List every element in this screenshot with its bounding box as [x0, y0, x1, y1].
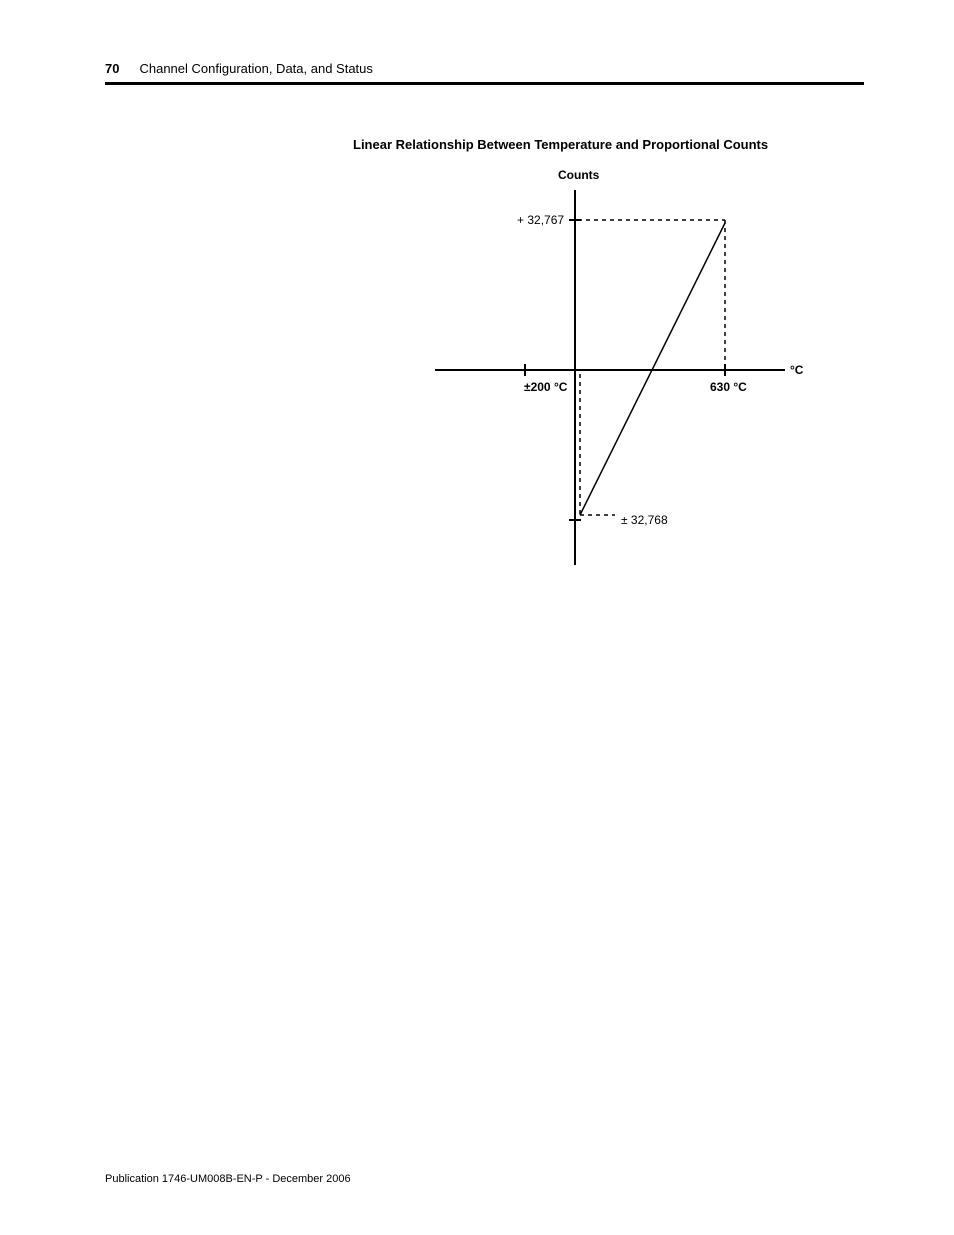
page-number: 70 — [105, 61, 119, 76]
page-header: 70 Channel Configuration, Data, and Stat… — [105, 61, 864, 85]
x-max-label: 630 °C — [710, 380, 747, 394]
y-axis-label: Counts — [558, 168, 599, 182]
chart-svg — [420, 170, 810, 565]
x-min-label: ±200 °C — [524, 380, 567, 394]
chart-container: Counts °C + 32,767 ± 32,768 ±200 °C 630 … — [420, 170, 810, 565]
figure-title: Linear Relationship Between Temperature … — [353, 137, 768, 152]
publication-footer: Publication 1746-UM008B-EN-P - December … — [105, 1173, 351, 1185]
y-max-label: + 32,767 — [517, 213, 564, 227]
chapter-title: Channel Configuration, Data, and Status — [139, 61, 372, 76]
y-min-label: ± 32,768 — [621, 513, 668, 527]
x-axis-label: °C — [790, 363, 803, 377]
